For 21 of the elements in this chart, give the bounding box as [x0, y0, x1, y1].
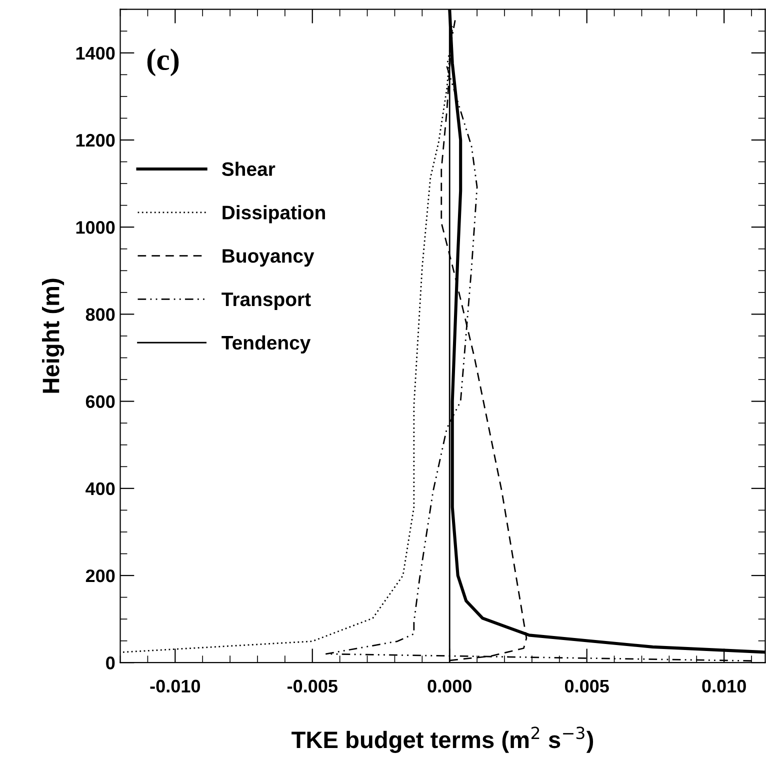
y-tick-label: 1400	[76, 46, 115, 60]
legend-label: Transport	[222, 292, 311, 310]
legend-label: Shear	[222, 162, 276, 176]
y-tick-label: 400	[86, 482, 115, 496]
y-axis-title: Height (m)	[42, 278, 64, 393]
x-tick-label: 0.000	[428, 680, 472, 693]
y-tick-label: 1200	[76, 134, 115, 147]
x-tick-label: -0.005	[287, 680, 338, 693]
x-tick-label: 0.005	[564, 680, 609, 693]
x-axis-title: TKE budget terms (m$^{2}$ s$^{−3}$)	[292, 726, 594, 753]
y-tick-label: 800	[86, 308, 115, 321]
y-tick-label: 600	[86, 395, 115, 408]
y-tick-label: 200	[86, 569, 115, 582]
y-tick-label: 0	[106, 656, 115, 670]
annotation: (c)	[147, 48, 179, 76]
legend-label: Dissipation	[222, 205, 325, 224]
y-tick-label: 1000	[76, 221, 115, 234]
x-tick-label: -0.010	[150, 680, 200, 693]
legend-label: Tendency	[222, 335, 311, 354]
legend-label: Buoyancy	[222, 249, 314, 267]
x-tick-label: 0.010	[702, 680, 746, 693]
